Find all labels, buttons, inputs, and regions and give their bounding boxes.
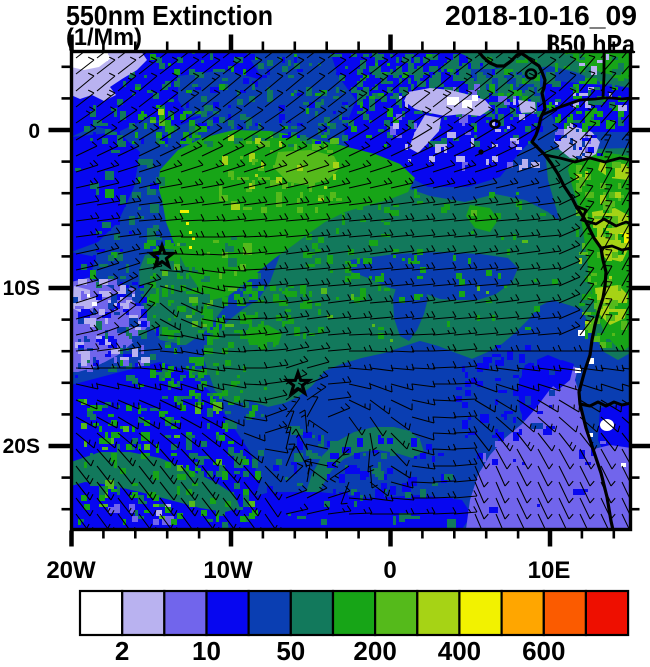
svg-text:10: 10 [192, 636, 221, 666]
svg-text:400: 400 [438, 636, 481, 666]
svg-text:200: 200 [353, 636, 396, 666]
svg-text:50: 50 [276, 636, 305, 666]
svg-text:550nm Extinction: 550nm Extinction [66, 0, 273, 31]
svg-text:2018-10-16_09: 2018-10-16_09 [445, 0, 637, 31]
svg-text:20W: 20W [46, 557, 96, 584]
svg-text:20S: 20S [3, 435, 40, 458]
svg-text:0: 0 [28, 120, 40, 143]
svg-text:10S: 10S [3, 277, 40, 300]
svg-text:0: 0 [383, 557, 396, 584]
svg-text:2: 2 [115, 636, 129, 666]
svg-text:(1/Mm): (1/Mm) [66, 24, 142, 51]
svg-text:10W: 10W [203, 557, 253, 584]
svg-text:600: 600 [522, 636, 565, 666]
svg-text:10E: 10E [528, 557, 571, 584]
svg-text:850 hPa: 850 hPa [547, 29, 635, 59]
